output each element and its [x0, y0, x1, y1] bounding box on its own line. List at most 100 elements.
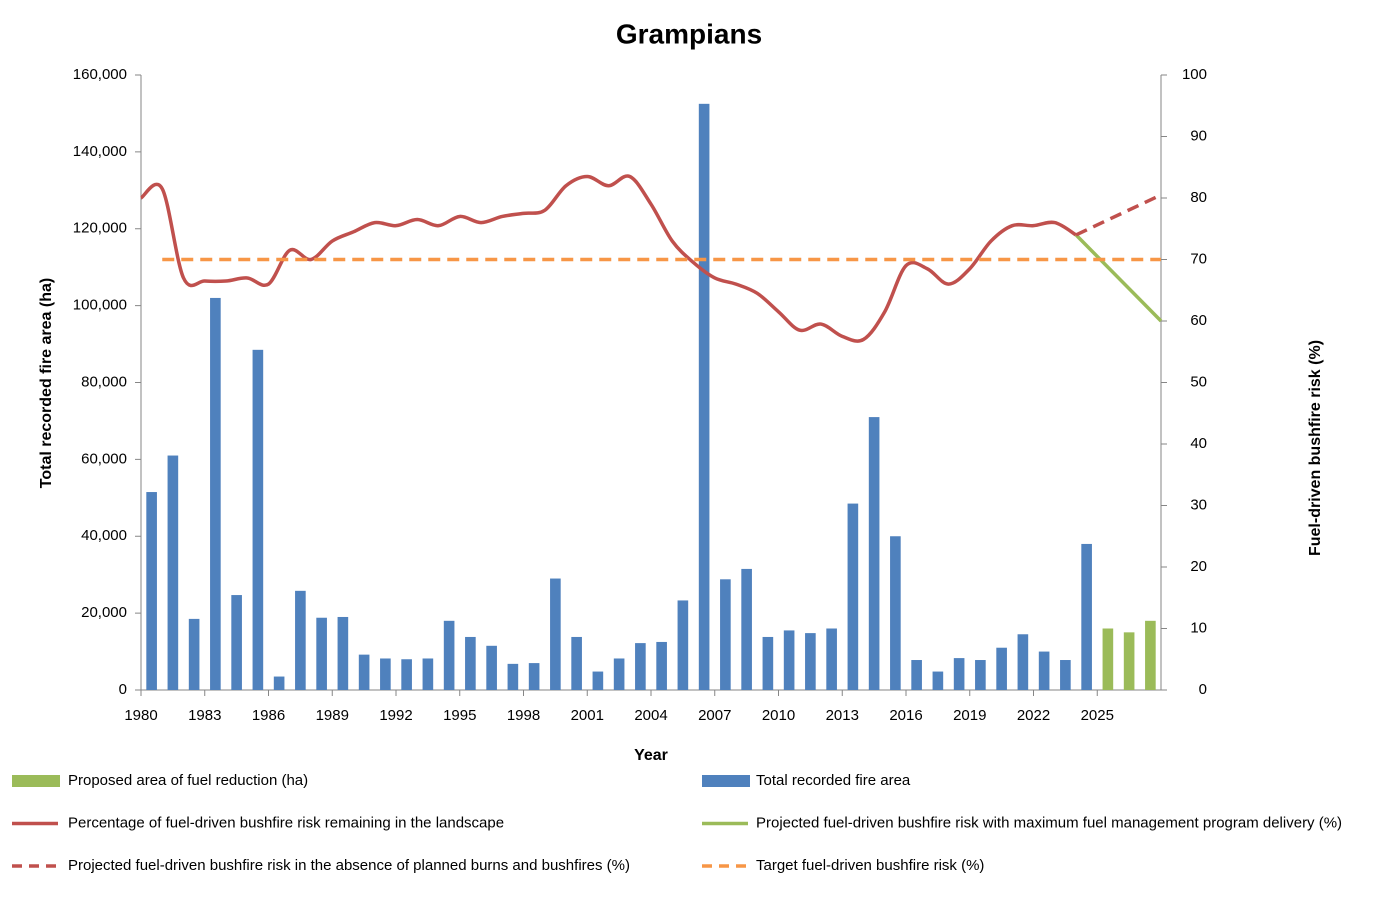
bar: [656, 641, 667, 690]
y-tick-label: 140,000: [73, 143, 127, 160]
bar: [868, 417, 880, 690]
y-tick-label: 80,000: [81, 373, 127, 390]
bar: [252, 349, 264, 690]
bar: [1017, 634, 1029, 690]
bar: [953, 658, 965, 690]
y-tick-label: 60,000: [81, 450, 127, 467]
bar: [380, 658, 391, 690]
y-tick-label: 0: [119, 681, 127, 698]
y2-tick-label: 100: [1182, 66, 1207, 83]
bar: [358, 654, 370, 690]
x-tick-label: 1992: [379, 707, 412, 724]
y-tick-label: 160,000: [73, 66, 127, 83]
legend-swatch: [702, 775, 750, 787]
x-tick-label: 1983: [188, 707, 221, 724]
x-tick-label: 2016: [889, 707, 922, 724]
y-tick-label: 40,000: [81, 527, 127, 544]
bar: [316, 617, 327, 690]
legend-label: Proposed area of fuel reduction (ha): [68, 772, 308, 789]
bar: [231, 595, 242, 690]
bar: [550, 578, 561, 690]
line: [139, 174, 1077, 343]
bar: [1081, 543, 1092, 690]
y2-tick-label: 50: [1190, 373, 1207, 390]
y-tick-label: 100,000: [73, 297, 127, 314]
bar: [741, 568, 752, 690]
x-tick-label: 2019: [953, 707, 986, 724]
line: [1075, 193, 1162, 237]
bar: [911, 660, 922, 690]
legend-label: Percentage of fuel-driven bushfire risk …: [68, 814, 504, 831]
bar: [996, 647, 1007, 690]
bar: [1145, 620, 1156, 690]
bar: [443, 620, 455, 690]
x-tick-label: 1980: [124, 707, 157, 724]
legend-label: Target fuel-driven bushfire risk (%): [756, 857, 984, 874]
bar: [1102, 628, 1114, 690]
x-tick-label: 1995: [443, 707, 476, 724]
y-axis-label: Total recorded fire area (ha): [38, 278, 55, 488]
bar: [210, 297, 221, 690]
bar: [507, 663, 519, 690]
chart-title: Grampians: [616, 18, 762, 49]
bar: [975, 660, 986, 690]
bar: [465, 636, 476, 690]
x-tick-label: 1986: [252, 707, 285, 724]
y-tick-label: 120,000: [73, 220, 127, 237]
y2-tick-label: 20: [1190, 558, 1207, 575]
y2-tick-label: 30: [1190, 496, 1207, 513]
bar: [295, 590, 306, 690]
bar: [762, 636, 774, 690]
bar: [890, 536, 901, 690]
y2-tick-label: 0: [1199, 681, 1207, 698]
line: [1074, 233, 1163, 323]
x-tick-label: 2004: [634, 707, 667, 724]
x-tick-label: 2007: [698, 707, 731, 724]
x-tick-label: 2022: [1017, 707, 1050, 724]
x-tick-label: 1998: [507, 707, 540, 724]
bar: [571, 636, 582, 690]
bar: [422, 658, 434, 690]
bar: [1060, 660, 1071, 690]
bar: [805, 633, 816, 690]
y2-axis-label: Fuel-driven bushfire risk (%): [1307, 340, 1324, 556]
bar: [1123, 632, 1135, 690]
x-axis-label: Year: [634, 747, 668, 764]
y2-tick-label: 80: [1190, 189, 1207, 206]
y2-tick-label: 10: [1190, 619, 1207, 636]
bar: [932, 671, 944, 690]
bar: [528, 663, 540, 690]
bar: [783, 630, 795, 690]
x-tick-label: 1989: [316, 707, 349, 724]
legend-label: Projected fuel-driven bushfire risk in t…: [68, 857, 630, 874]
bar: [188, 618, 200, 690]
bar: [146, 492, 157, 690]
y2-tick-label: 60: [1190, 312, 1207, 329]
bar: [167, 455, 179, 690]
bar: [486, 645, 497, 690]
y2-tick-label: 70: [1190, 250, 1207, 267]
bar: [635, 643, 646, 690]
bar: [826, 628, 837, 690]
x-tick-label: 2001: [571, 707, 604, 724]
bar: [1038, 651, 1050, 690]
bar: [677, 600, 689, 690]
bar: [698, 103, 710, 690]
x-tick-label: 2025: [1081, 707, 1114, 724]
bar: [613, 658, 625, 690]
bar: [847, 503, 859, 690]
y-tick-label: 20,000: [81, 604, 127, 621]
bar: [273, 676, 285, 690]
bar: [720, 579, 731, 690]
legend-label: Total recorded fire area: [756, 772, 911, 789]
y2-tick-label: 90: [1190, 127, 1207, 144]
x-tick-label: 2010: [762, 707, 795, 724]
legend-label: Projected fuel-driven bushfire risk with…: [756, 814, 1342, 831]
legend-swatch: [12, 775, 60, 787]
bar: [592, 671, 604, 690]
bar: [337, 616, 349, 690]
x-tick-label: 2013: [826, 707, 859, 724]
y2-tick-label: 40: [1190, 435, 1207, 452]
bar: [401, 659, 412, 690]
